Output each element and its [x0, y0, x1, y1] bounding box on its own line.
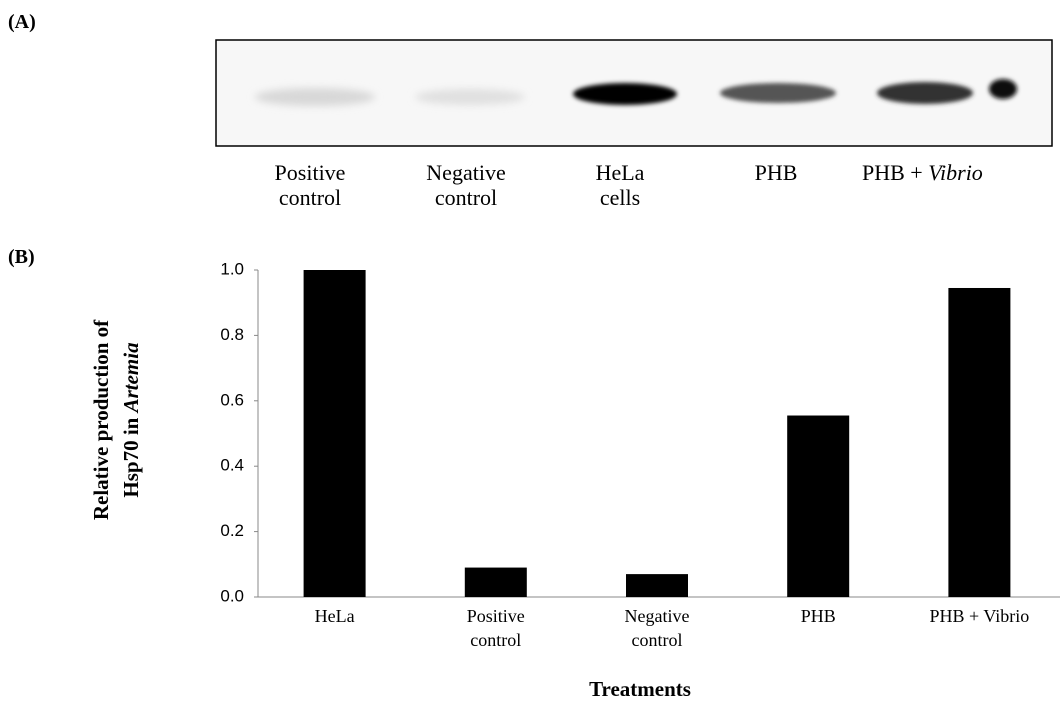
bar [948, 287, 1011, 597]
bar [303, 270, 366, 597]
x-tick-label: control [470, 630, 521, 650]
lane-label: cells [600, 185, 640, 210]
y-tick-label: 0.2 [220, 521, 244, 540]
y-axis-title: Hsp70 in [119, 412, 143, 497]
blot-bands [255, 79, 1017, 106]
lane-label-italic: Vibrio [928, 160, 983, 185]
bar [464, 567, 527, 597]
lane-label: Positive [275, 160, 346, 185]
y-tick-label: 0.0 [220, 586, 244, 605]
x-axis-title: Treatments [589, 677, 691, 701]
lane-labels: Positive control Negative control HeLa c… [275, 160, 983, 210]
y-axis-title: Hsp70 in Artemia [119, 342, 143, 497]
lane-label: PHB + Vibrio [862, 160, 983, 185]
x-tick-label: HeLa [315, 606, 355, 626]
panel-label: (B) [8, 246, 35, 268]
y-tick-label: 0.4 [220, 456, 244, 475]
x-tick-label: PHB [801, 606, 836, 626]
x-tick-label: PHB + Vibrio [930, 606, 1030, 626]
y-tick-label: 0.8 [220, 325, 244, 344]
lane-label: control [435, 185, 497, 210]
y-tick-label: 0.6 [220, 390, 244, 409]
x-tick-label: Positive [467, 606, 525, 626]
lane-label: HeLa [596, 160, 645, 185]
x-tick-label: Negative [625, 606, 690, 626]
lane-label: PHB [755, 160, 798, 185]
y-axis-title: Relative production of [89, 319, 113, 520]
y-axis-title-italic: Artemia [119, 342, 143, 414]
bar [787, 415, 850, 597]
bar [626, 574, 688, 597]
y-tick-label: 1.0 [220, 259, 244, 278]
panel-label: (A) [8, 11, 36, 33]
lane-label: Negative [426, 160, 505, 185]
lane-label: control [279, 185, 341, 210]
lane-label: PHB + [862, 160, 928, 185]
x-tick-label: control [632, 630, 683, 650]
